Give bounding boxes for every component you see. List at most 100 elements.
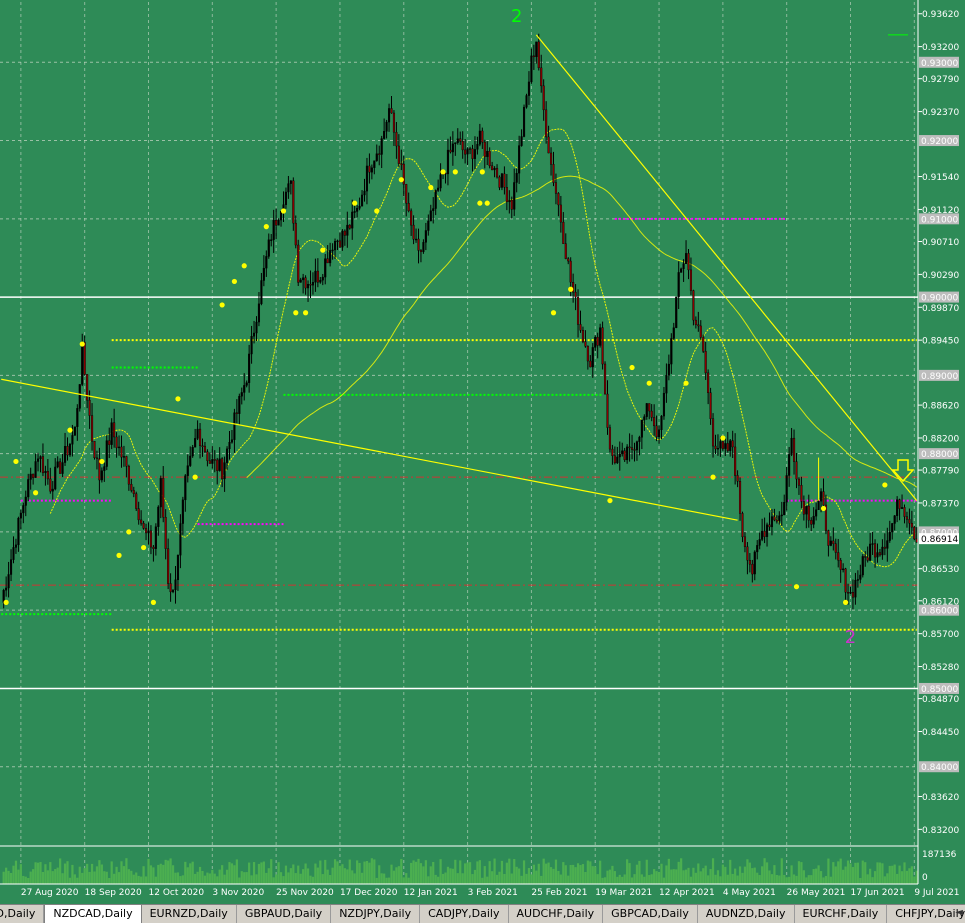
symbol-tab[interactable]: GBPCAD,Daily [603, 905, 698, 923]
volume-bar [294, 873, 297, 884]
volume-bar [181, 875, 184, 884]
symbol-tab[interactable]: EURCHF,Daily [795, 905, 888, 923]
candle-body [275, 219, 278, 226]
candle-body [154, 526, 157, 549]
chart-canvas[interactable]: 0.93620 0.93200 0.92790 0.92370 0.91540 0.911… [0, 0, 965, 904]
level-label: 0.92000 [921, 137, 958, 147]
fractal-dot [820, 505, 827, 512]
fractal-dot [568, 286, 574, 292]
volume-bar [63, 863, 67, 884]
price-tick-label: 0.87790 [922, 467, 959, 477]
candle-body [633, 449, 636, 451]
symbol-tab[interactable]: EURNZD,Daily [142, 905, 237, 923]
volume-bar [608, 869, 612, 884]
volume-bar [738, 866, 742, 884]
price-tick-label: 0.87370 [922, 499, 959, 509]
volume-bar [667, 858, 670, 884]
volume-bar [915, 870, 918, 884]
volume-bar [486, 876, 489, 884]
candle-body [95, 457, 99, 460]
symbol-tab[interactable]: GBPAUD,Daily [237, 905, 332, 923]
volume-bar [557, 870, 560, 884]
trendlines[interactable] [1, 34, 918, 521]
candle-body [66, 446, 69, 456]
volume-bar [233, 865, 236, 884]
volume-bar [272, 877, 275, 884]
volume-bar [778, 875, 781, 884]
volume-bar [873, 871, 877, 884]
symbol-tab[interactable]: ZD,Daily [0, 905, 45, 923]
fractal-dot [116, 552, 122, 558]
candle-body [478, 130, 481, 145]
candle-body [365, 165, 369, 192]
volume-bar [422, 866, 425, 884]
candle-body [32, 473, 35, 478]
price-tick-label: 0.89870 [922, 304, 959, 314]
candle-body [86, 374, 89, 401]
symbol-tab[interactable]: NZDJPY,Daily [331, 905, 421, 923]
volume-bar [849, 863, 852, 884]
trendline-lower [1, 378, 738, 521]
volume-bar [765, 862, 769, 884]
candle-body [424, 230, 427, 243]
candle-body [27, 479, 30, 498]
fractal-dot [374, 208, 380, 214]
candle-body [606, 393, 609, 428]
symbol-tab[interactable]: CADJPY,Daily [420, 905, 509, 923]
fractal-dot [440, 169, 446, 175]
volume-bar [73, 874, 76, 884]
volume-bar [456, 873, 459, 884]
symbol-tab[interactable]: AUDCHF,Daily [509, 905, 604, 923]
candle-body [856, 579, 859, 581]
level-label: 0.91000 [921, 215, 958, 225]
candle-body [54, 466, 57, 490]
candle-body [549, 152, 553, 165]
volume-bar [827, 858, 830, 884]
volume-bar [370, 858, 373, 884]
candle-body [726, 443, 729, 451]
candle-body [770, 516, 774, 528]
volume-bar [751, 868, 754, 884]
symbol-tab[interactable]: CHFJPY,Daily [887, 905, 965, 923]
tab-scroll-icon[interactable]: ◄ [955, 907, 963, 918]
volume-bar [329, 875, 332, 884]
date-label: 17 Dec 2020 [340, 888, 398, 898]
candle-body [316, 270, 319, 283]
symbol-tab[interactable]: AUDNZD,Daily [698, 905, 795, 923]
candle-body [594, 336, 597, 348]
candle-body [265, 256, 268, 269]
candle-body [179, 523, 182, 556]
candle-body [292, 180, 295, 224]
candle-body [329, 250, 332, 264]
price-tick-label: 0.84870 [922, 695, 959, 705]
candle-body [387, 108, 391, 123]
candle-body [412, 224, 415, 240]
candle-body [569, 260, 572, 283]
volume-bar [459, 860, 462, 884]
candle-body [380, 138, 383, 155]
volume-bar [400, 858, 403, 884]
candle-body [792, 437, 796, 462]
candle-body [861, 556, 864, 576]
volume-bar [807, 875, 810, 884]
moving-average-100 [246, 175, 918, 488]
volume-bar [576, 863, 580, 884]
volume-bar [680, 858, 683, 884]
wave-label-bottom: 2 [845, 627, 856, 648]
volume-bar [817, 865, 820, 884]
volume-bar [822, 877, 825, 884]
volume-bar [365, 860, 369, 884]
price-tick-label: 0.83620 [922, 793, 959, 803]
candle-body [601, 327, 604, 365]
volume-bar [383, 873, 386, 884]
level-label-box [919, 56, 959, 68]
symbol-tab[interactable]: NZDCAD,Daily [44, 905, 142, 923]
candle-body [299, 279, 302, 283]
volume-bar [623, 874, 626, 884]
volume-bar [49, 862, 52, 884]
volume-bar [468, 862, 472, 884]
candle-body [522, 106, 526, 137]
volume-bar [174, 872, 177, 884]
candle-body [252, 332, 256, 337]
